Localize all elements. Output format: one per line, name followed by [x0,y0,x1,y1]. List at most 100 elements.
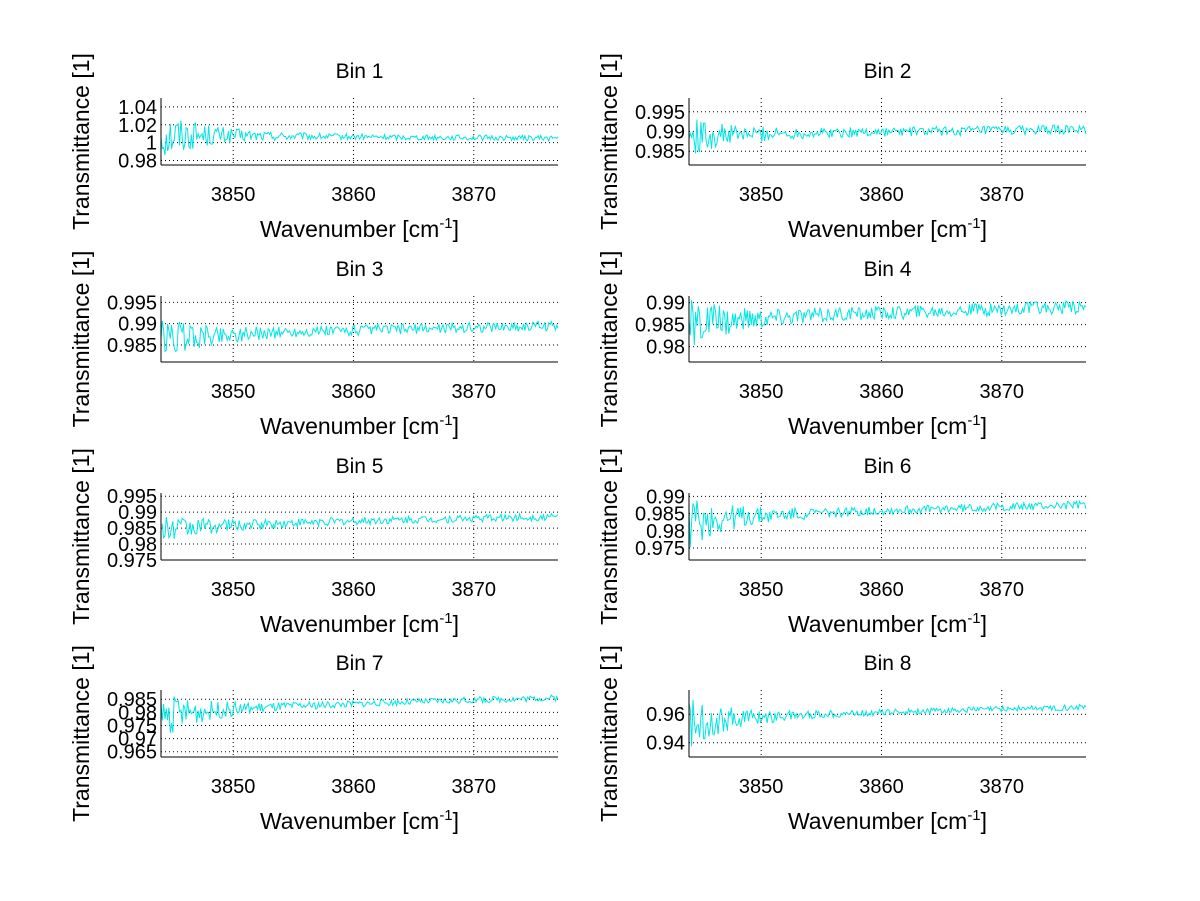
y-tick-label: 0.98 [118,151,157,173]
x-tick-label: 3870 [980,776,1025,798]
x-axis-label-end: ] [453,808,459,834]
y-tick-label: 0.995 [107,486,157,508]
y-tick-label: 0.99 [646,486,685,508]
series-line [688,119,1087,154]
x-axis-label: Wavenumber [cm-1] [788,412,987,439]
x-tick-label: 3870 [452,381,497,403]
x-tick-label: 3870 [980,184,1025,206]
subplot-title: Bin 4 [864,258,912,281]
x-axis-label: Wavenumber [cm-1] [788,610,987,637]
x-axis-label: Wavenumber [cm-1] [260,807,459,834]
y-axis-label: Transmittance [1] [596,251,622,428]
y-tick-label: 0.98 [118,702,157,724]
subplot-title: Bin 6 [864,455,912,478]
y-tick-label: 0.99 [118,502,157,524]
x-tick-label: 3870 [452,579,497,601]
x-tick-label: 3860 [859,776,904,798]
x-tick-label: 3860 [331,381,376,403]
subplot-8: 3850 3860 3870 0.94 0.96 Bin 8 Wavenumber [cm-… [596,645,1087,834]
y-tick-label: 0.985 [635,504,685,526]
subplot-title: Bin 8 [864,652,912,675]
y-axis-label: Transmittance [1] [68,251,94,428]
x-tick-label: 3870 [452,776,497,798]
y-tick-label: 0.97 [118,729,157,751]
x-axis-label-text: Wavenumber [cm [788,808,967,834]
x-axis-label-sup: -1 [439,610,452,627]
y-tick-label: 0.985 [635,141,685,163]
x-axis-label: Wavenumber [cm-1] [260,610,459,637]
series-line [160,511,559,540]
x-axis-label-end: ] [453,611,459,637]
x-axis-label-text: Wavenumber [cm [260,611,439,637]
y-tick-label: 0.98 [646,337,685,359]
x-axis-label-end: ] [981,611,987,637]
y-tick-label: 0.995 [107,292,157,314]
x-tick-label: 3870 [980,381,1025,403]
y-axis-label: Transmittance [1] [596,53,622,230]
subplot-title: Bin 1 [336,60,384,83]
x-tick-label: 3870 [980,579,1025,601]
x-tick-label: 3860 [859,579,904,601]
x-axis-label-end: ] [453,413,459,439]
x-tick-label: 3850 [211,381,256,403]
x-axis-label-end: ] [981,216,987,242]
x-tick-label: 3850 [211,184,256,206]
x-tick-label: 3860 [331,776,376,798]
y-axis-label: Transmittance [1] [68,645,94,822]
subplot-title: Bin 7 [336,652,384,675]
x-axis-label-text: Wavenumber [cm [788,413,967,439]
subplot-title: Bin 5 [336,455,384,478]
x-tick-label: 3860 [859,184,904,206]
x-axis-label-sup: -1 [439,215,452,232]
x-tick-label: 3860 [331,579,376,601]
x-tick-label: 3850 [211,579,256,601]
series-line [688,699,1087,747]
x-axis-label-sup: -1 [439,807,452,824]
x-axis-label-text: Wavenumber [cm [788,216,967,242]
y-tick-label: 1.02 [118,115,157,137]
y-tick-label: 0.975 [107,550,157,572]
x-tick-label: 3870 [452,184,497,206]
x-tick-label: 3850 [211,776,256,798]
x-axis-label: Wavenumber [cm-1] [260,412,459,439]
series-line [160,320,559,353]
y-tick-label: 0.96 [646,704,685,726]
x-axis-label-text: Wavenumber [cm [260,216,439,242]
y-axis-label: Transmittance [1] [596,448,622,625]
y-axis-label: Transmittance [1] [68,448,94,625]
y-tick-label: 0.985 [635,315,685,337]
y-tick-label: 0.975 [635,538,685,560]
y-tick-label: 0.985 [107,518,157,540]
x-axis-label-sup: -1 [439,412,452,429]
y-tick-label: 0.985 [107,335,157,357]
y-tick-label: 0.965 [107,742,157,764]
x-axis-label-end: ] [981,413,987,439]
y-tick-label: 0.99 [646,122,685,144]
x-axis-label: Wavenumber [cm-1] [788,807,987,834]
x-axis-label-sup: -1 [967,610,980,627]
series-line [160,120,559,156]
x-axis-label-sup: -1 [967,215,980,232]
x-axis-label-text: Wavenumber [cm [260,413,439,439]
x-tick-label: 3850 [739,776,784,798]
x-axis-label-text: Wavenumber [cm [260,808,439,834]
y-tick-label: 0.975 [107,715,157,737]
x-axis-label-end: ] [453,216,459,242]
x-tick-label: 3850 [739,381,784,403]
y-axis-label: Transmittance [1] [596,645,622,822]
subplot-title: Bin 3 [336,258,384,281]
y-tick-label: 0.99 [646,293,685,315]
x-axis-label-sup: -1 [967,807,980,824]
y-tick-label: 0.99 [118,314,157,336]
y-axis-label: Transmittance [1] [68,53,94,230]
y-tick-label: 0.98 [118,534,157,556]
subplot-title: Bin 2 [864,60,912,83]
x-axis-label: Wavenumber [cm-1] [788,215,987,242]
x-axis-label-text: Wavenumber [cm [788,611,967,637]
